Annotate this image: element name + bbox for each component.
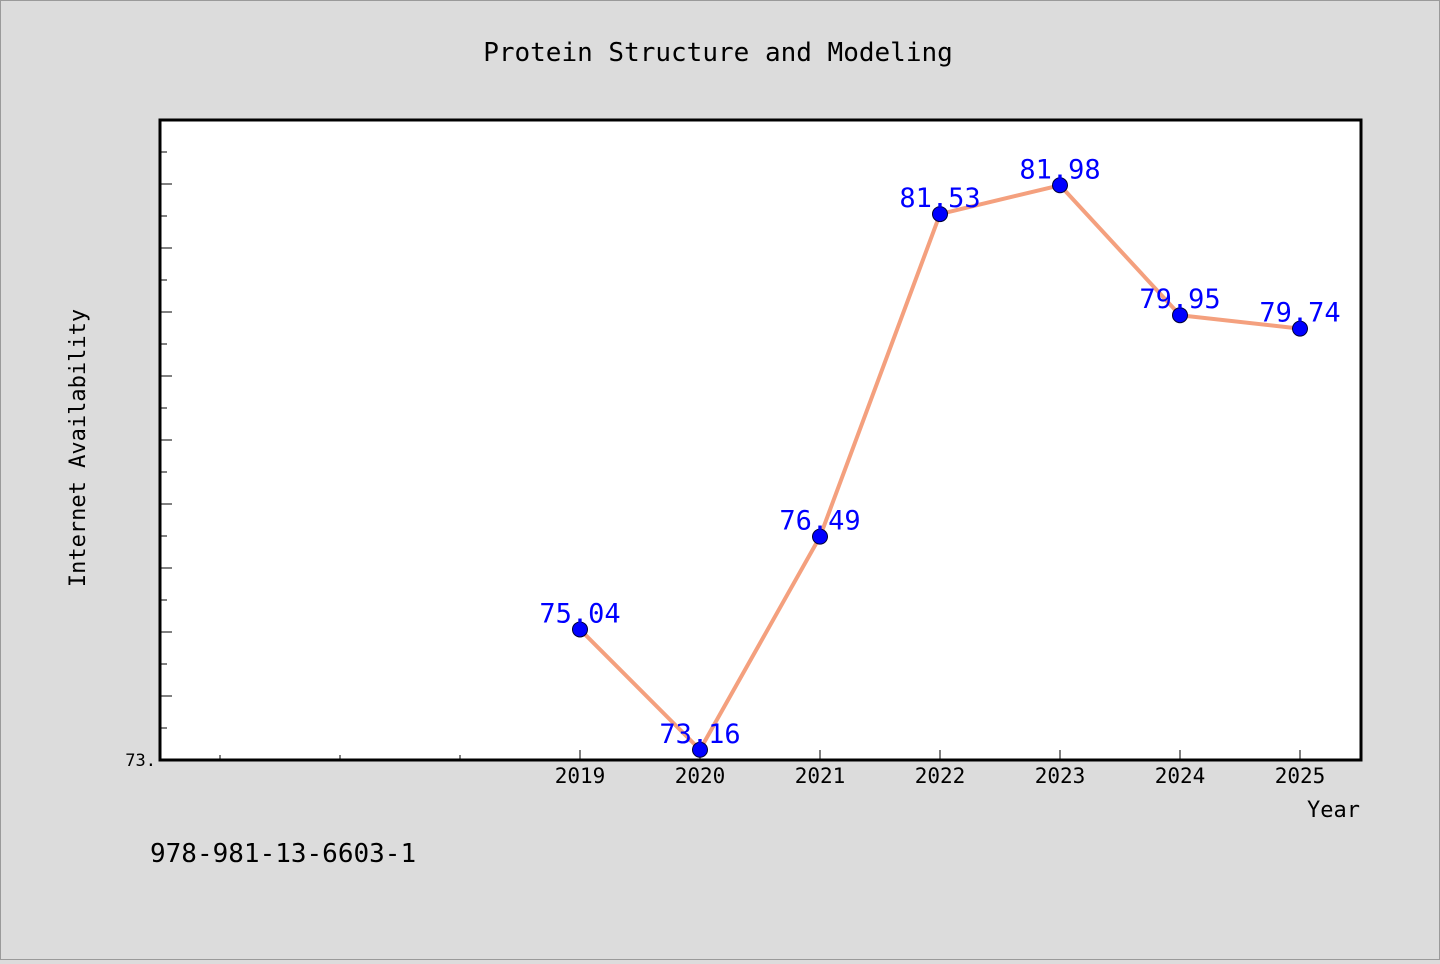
data-label: 76.49: [779, 506, 860, 537]
data-label: 81.53: [899, 183, 980, 214]
data-point-marker: [1052, 177, 1068, 194]
x-tick-labels-group: 2019 2020 2021 2022 2023 2024 2025: [555, 764, 1326, 788]
data-point-marker: [1292, 320, 1308, 337]
x-axis-label: Year: [1307, 798, 1360, 823]
data-label: 79.74: [1259, 298, 1340, 329]
x-tick-label: 2025: [1275, 764, 1326, 788]
data-label: 79.95: [1139, 284, 1220, 315]
x-tick-label: 2024: [1155, 764, 1206, 788]
data-point-marker: [572, 621, 588, 638]
data-point-marker: [1172, 307, 1188, 324]
x-tick-label: 2021: [795, 764, 846, 788]
x-tick-label: 2019: [555, 764, 606, 788]
data-point-marker: [932, 206, 948, 223]
x-tick-label: 2023: [1035, 764, 1086, 788]
markers-group: [572, 177, 1308, 758]
y-tick-label: 73.: [125, 751, 156, 771]
plot-area: [158, 118, 1363, 762]
data-labels-group: 75.04 73.16 76.49 81.53 81.98 79.95 79.74: [539, 154, 1340, 749]
y-axis-ticks: [160, 119, 172, 761]
data-label: 73.16: [659, 719, 740, 750]
data-label: 81.98: [1019, 154, 1100, 185]
x-tick-label: 2022: [915, 764, 966, 788]
x-tick-label: 2020: [675, 764, 726, 788]
data-label: 75.04: [539, 598, 620, 629]
y-axis-label: Internet Availability: [66, 309, 91, 587]
chart-title: Protein Structure and Modeling: [483, 38, 953, 68]
x-axis-ticks: [219, 750, 1301, 760]
data-point-marker: [692, 741, 708, 758]
data-point-marker: [812, 528, 828, 545]
isbn-text: 978-981-13-6603-1: [150, 839, 416, 869]
